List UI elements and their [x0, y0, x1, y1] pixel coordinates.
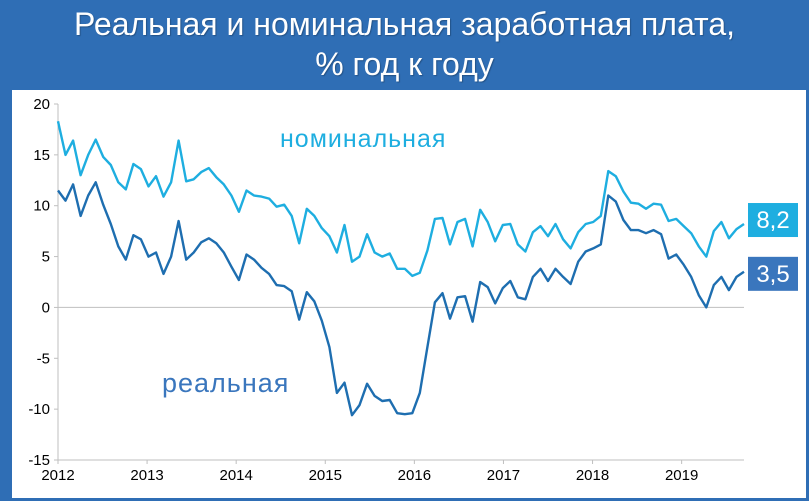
y-tick-labels: 20 15 10 5 0 -5 -10 -15 — [28, 96, 50, 469]
series-annotation-real: реальная — [162, 368, 289, 398]
y-tick-label: 20 — [33, 96, 50, 113]
x-tick-label: 2015 — [309, 467, 342, 484]
y-tick-label: 0 — [42, 299, 50, 316]
y-tick-label: -5 — [37, 350, 50, 367]
y-tick-label: -15 — [28, 452, 50, 469]
end-value-label-nominal: 8,2 — [756, 207, 789, 234]
y-tick-label: -10 — [28, 401, 50, 418]
series-line-real — [57, 181, 745, 417]
x-tick-label: 2016 — [398, 467, 431, 484]
x-tick-label: 2017 — [487, 467, 520, 484]
end-value-label-real: 3,5 — [756, 261, 789, 288]
series-lines — [56, 121, 745, 417]
series-line-nominal — [56, 121, 745, 278]
y-tick-label: 5 — [42, 249, 50, 266]
x-tick-label: 2013 — [130, 467, 163, 484]
y-tick-label: 15 — [33, 147, 50, 164]
x-tick-label: 2018 — [576, 467, 609, 484]
chart-title-line-1: Реальная и номинальная заработная плата, — [73, 6, 736, 42]
end-value-box-real — [748, 256, 798, 291]
y-tick-label: 10 — [33, 198, 50, 215]
x-tick-labels: 2012 2013 2014 2015 2016 2017 2018 2019 — [41, 467, 698, 484]
x-tick-label: 2014 — [219, 467, 252, 484]
chart-title-bar: Реальная и номинальная заработная плата,… — [0, 0, 809, 86]
x-tick-label: 2019 — [665, 467, 698, 484]
chart-axes — [54, 103, 744, 464]
series-annotation-nominal: номинальная — [280, 125, 446, 153]
chart-panel: 20 15 10 5 0 -5 -10 -15 2012 2013 2014 2015 2016 201… — [12, 90, 806, 498]
end-value-box-nominal — [748, 203, 798, 238]
end-value-labels: 8,2 3,5 — [748, 203, 798, 291]
x-tick-label: 2012 — [41, 467, 74, 484]
chart-title-line-2: % год к году — [315, 46, 494, 82]
